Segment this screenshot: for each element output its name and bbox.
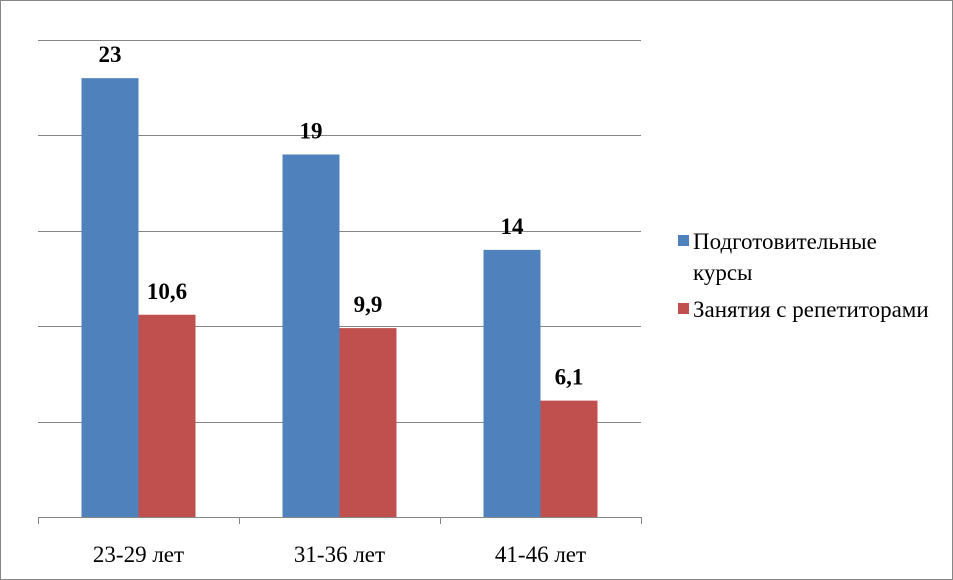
- legend-label-tutors: Занятия с репетиторами: [693, 297, 929, 322]
- bar-tutors-3: [540, 400, 598, 517]
- bar-courses-1: [81, 78, 139, 517]
- data-label-tutors-2: 9,9: [354, 292, 383, 317]
- x-axis: 23-29 лет 31-36 лет 41-46 лет: [38, 517, 642, 567]
- x-tick-label-2: 31-36 лет: [294, 542, 385, 567]
- bars: [81, 78, 598, 518]
- data-labels: 23 19 14 10,6 9,9 6,1: [99, 42, 584, 389]
- bar-tutors-2: [339, 328, 397, 517]
- legend: Подготовительные курсы Занятия с репетит…: [678, 226, 948, 331]
- legend-item-courses: Подготовительные курсы: [678, 226, 948, 288]
- legend-swatch-tutors: [678, 303, 689, 314]
- x-tick-label-3: 41-46 лет: [495, 542, 586, 567]
- legend-label-courses: Подготовительные курсы: [693, 229, 877, 285]
- legend-item-tutors: Занятия с репетиторами: [678, 294, 948, 325]
- data-label-courses-2: 19: [300, 118, 323, 143]
- data-label-courses-3: 14: [501, 214, 525, 239]
- bar-courses-3: [483, 249, 541, 517]
- legend-swatch-courses: [678, 235, 689, 246]
- data-label-tutors-3: 6,1: [555, 365, 584, 390]
- data-label-courses-1: 23: [99, 42, 122, 67]
- bar-courses-2: [282, 154, 340, 518]
- x-tick-label-1: 23-29 лет: [93, 542, 184, 567]
- bar-tutors-1: [138, 314, 196, 517]
- data-label-tutors-1: 10,6: [147, 279, 187, 304]
